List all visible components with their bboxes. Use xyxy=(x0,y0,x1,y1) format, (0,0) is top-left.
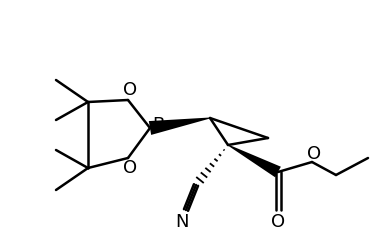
Polygon shape xyxy=(228,145,281,177)
Text: B: B xyxy=(152,116,164,134)
Text: O: O xyxy=(123,159,137,177)
Text: O: O xyxy=(307,145,321,163)
Text: O: O xyxy=(123,81,137,99)
Text: O: O xyxy=(271,213,285,231)
Text: N: N xyxy=(175,213,189,231)
Polygon shape xyxy=(149,118,210,135)
